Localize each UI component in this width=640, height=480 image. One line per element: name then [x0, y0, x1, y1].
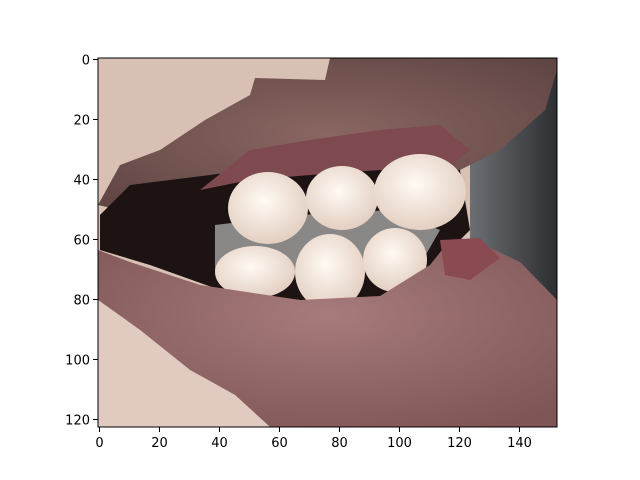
x-tick-label: 20 — [151, 436, 168, 451]
y-tick-label: 40 — [73, 174, 90, 189]
y-tick-label: 80 — [73, 294, 90, 309]
x-tick-label: 120 — [447, 436, 472, 451]
y-tick-label: 120 — [65, 414, 90, 429]
x-tick-label: 0 — [95, 436, 103, 451]
x-tick-label: 80 — [331, 436, 348, 451]
x-axis: 0 20 40 60 80 100 120 140 — [95, 427, 532, 451]
x-tick-label: 140 — [507, 436, 532, 451]
inner-lip-right — [440, 238, 500, 280]
y-axis: 0 20 40 60 80 100 120 — [65, 54, 98, 429]
chin-skin — [98, 300, 270, 427]
upper-tooth-2 — [306, 166, 378, 230]
upper-tooth-1 — [228, 172, 308, 244]
x-tick-label: 100 — [387, 436, 412, 451]
y-tick-label: 60 — [73, 234, 90, 249]
axes-frame — [97, 57, 558, 428]
y-tick-label: 0 — [82, 54, 90, 69]
lower-tooth-2 — [295, 234, 365, 310]
lower-tooth-3 — [363, 228, 427, 292]
x-tick-label: 60 — [271, 436, 288, 451]
upper-tooth-3 — [374, 154, 466, 230]
y-tick-label: 100 — [65, 354, 90, 369]
lower-lip — [98, 240, 557, 427]
x-tick-label: 40 — [211, 436, 228, 451]
photo — [98, 58, 557, 427]
y-tick-label: 20 — [73, 114, 90, 129]
lower-tooth-1 — [215, 246, 295, 298]
